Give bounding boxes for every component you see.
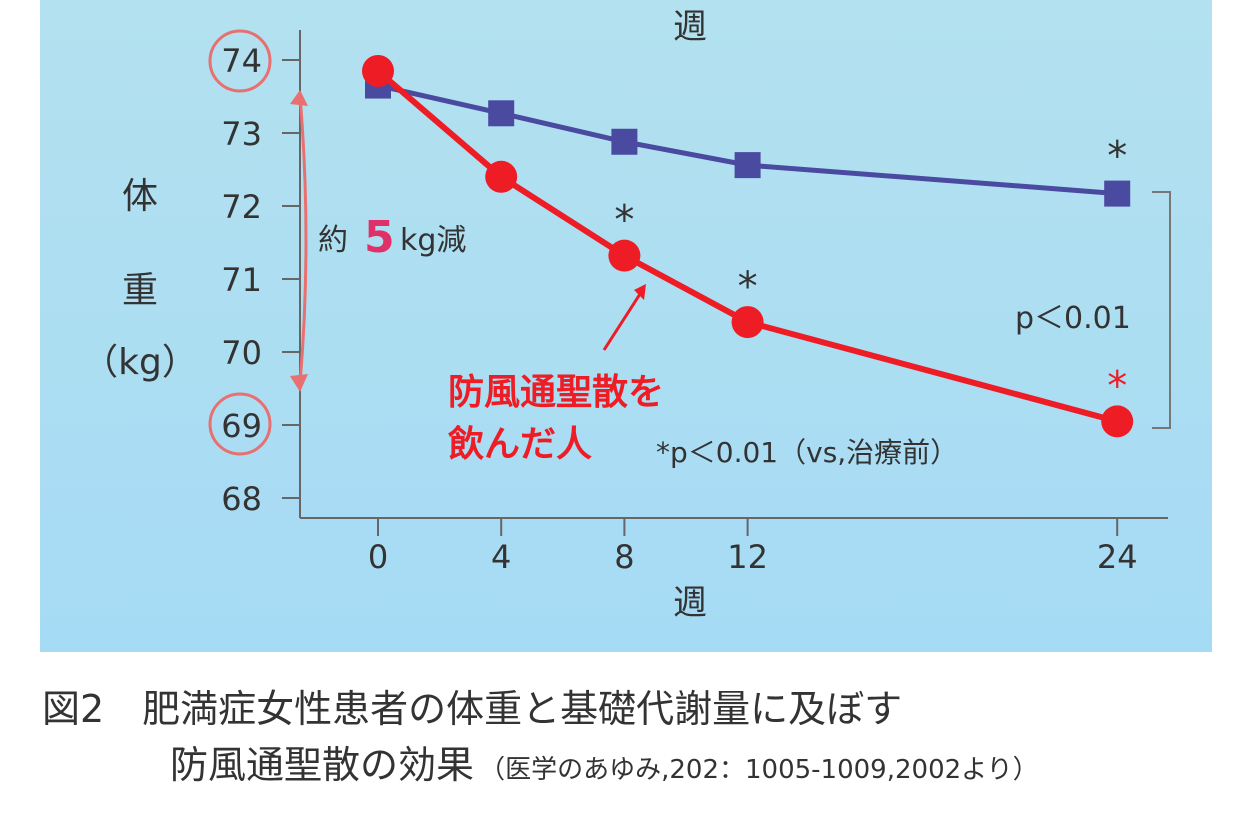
y-tick-label: 74 (221, 42, 262, 80)
series: * * * * (362, 54, 1134, 438)
significance-note: *p＜0.01（vs,治療前） (656, 436, 958, 469)
axes: 68 69 70 71 72 73 74 0 4 8 12 24 (221, 30, 1168, 576)
y-axis-label-3: （kg） (82, 342, 198, 383)
highlight-circle-74 (208, 29, 272, 93)
data-point-square (734, 152, 761, 179)
caption-source: （医学のあゆみ,202：1005-1009,2002より） (479, 755, 1039, 785)
loss-prefix: 約 (318, 223, 348, 258)
y-tick-label: 73 (221, 115, 262, 153)
data-point-circle (362, 54, 394, 87)
data-point-square (611, 128, 638, 155)
data-point-circle (1101, 405, 1134, 438)
significance-star: * (1107, 134, 1127, 180)
caption-line-2: 防風通聖散の効果 （医学のあゆみ,202：1005-1009,2002より） (170, 743, 1039, 787)
highlight-circle-69 (208, 392, 272, 456)
data-point-circle (485, 160, 518, 193)
data-point-circle (608, 239, 641, 272)
y-tick-label: 69 (221, 407, 262, 445)
significance-star: * (1107, 363, 1127, 409)
caption-line-1: 図2 肥満症女性患者の体重と基礎代謝量に及ぼす (42, 687, 902, 731)
data-point-circle (731, 306, 764, 339)
group-label-1: 防風通聖散を (448, 372, 664, 413)
arrowhead-top-icon (290, 90, 308, 106)
bracket-p-value: p＜0.01 (1015, 301, 1131, 336)
annotations: 体 重 （kg） 週 約 5 kg減 防風通聖散を 飲んだ人 *p＜0.01（v… (82, 29, 1171, 623)
x-tick-label: 24 (1097, 538, 1138, 576)
pointer-arrowhead-icon (634, 284, 646, 300)
y-tick-label: 70 (221, 334, 262, 372)
top-week-label: 週 (673, 7, 707, 47)
caption-title-2: 防風通聖散の効果 (170, 743, 474, 787)
y-tick-label: 68 (221, 480, 262, 518)
group-label-2: 飲んだ人 (448, 424, 592, 465)
loss-number: 5 (364, 212, 395, 263)
loss-suffix: kg減 (400, 223, 466, 258)
data-point-square (1104, 180, 1131, 207)
pointer-arrow (602, 293, 642, 351)
significance-star: * (614, 198, 634, 244)
y-tick-label: 72 (221, 188, 262, 226)
chart-background (40, 0, 1212, 652)
significance-star: * (738, 264, 758, 310)
x-tick-label: 4 (491, 538, 511, 576)
y-axis-label-2: 重 (122, 270, 158, 311)
loss-arrow (298, 95, 308, 385)
p-bracket (1152, 191, 1171, 429)
x-tick-label: 0 (368, 538, 388, 576)
data-point-square (488, 100, 515, 127)
y-axis-label-1: 体 (122, 176, 158, 217)
x-tick-label: 12 (727, 538, 768, 576)
arrowhead-bottom-icon (290, 374, 308, 392)
y-tick-label: 71 (221, 261, 262, 299)
x-axis-label: 週 (673, 583, 707, 623)
x-tick-label: 8 (614, 538, 634, 576)
